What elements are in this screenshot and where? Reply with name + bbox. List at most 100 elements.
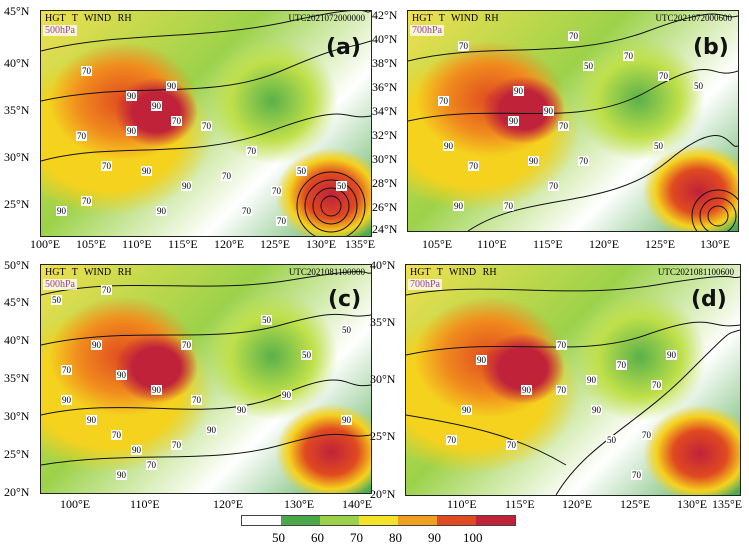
panel-a-contour-label: 90 [56,206,67,216]
panel-c-xtick: 120°E [213,497,244,511]
panel-c-map: HGT T WIND RH UTC2021081100000 500hPa (c… [40,264,372,494]
panel-a-contour-label: 70 [221,171,232,181]
panel-b-contour-label: 70 [503,201,514,211]
colorbar-swatch [476,516,515,525]
panel-a-ytick: 35°N [4,103,30,117]
panel-c-ytick: 35°N [4,371,30,385]
panel-d-level: 700hPa [408,279,442,290]
panel-d-contour-label: 90 [521,385,532,395]
panel-a-contour-label: 70 [81,196,92,206]
panel-a-contour-label: 90 [151,101,162,111]
panel-b-contour-label: 70 [558,121,569,131]
panel-d-map: HGT T WIND RH UTC2021081100600 700hPa (d… [405,264,741,496]
panel-b-letter: (b) [693,35,729,60]
panel-a-xtick: 110°E [122,237,152,251]
panel-d-contours [406,276,740,495]
panel-b-contour-label: 70 [548,181,559,191]
panel-d-contour-label: 50 [606,435,617,445]
panel-b-contour-label: 70 [458,41,469,51]
panel-c-contours [41,271,371,466]
panel-b-ytick: 42°N [372,8,398,22]
panel-a-contour-label: 70 [201,121,212,131]
panel-c-contour-label: 90 [91,340,102,350]
colorbar-swatch [281,516,320,525]
panel-c-contour-label: 70 [61,365,72,375]
panel-d-xtick: 110°E [447,497,477,511]
panel-c-level: 500hPa [43,279,77,290]
panel-a-xtick: 135°E [345,237,376,251]
panel-c-contour-label: 90 [131,445,142,455]
panel-c-ytick: 50°N [4,258,30,272]
panel-a-contour-label: 70 [101,161,112,171]
panel-a-contours [41,11,371,236]
panel-b-contours [408,13,738,231]
panel-c-ytick: 25°N [4,447,30,461]
panel-b-contour-label: 70 [623,51,634,61]
panel-b-contour-label: 70 [568,31,579,41]
panel-b-contour-label: 50 [583,61,594,71]
panel-d-contour-label: 90 [586,375,597,385]
panel-c-contour-label: 90 [151,385,162,395]
panel-c-contour-label: 90 [281,390,292,400]
colorbar-label: 70 [350,530,363,545]
panel-b-xtick: 110°E [477,237,507,251]
panel-b-contour-label: 90 [513,86,524,96]
panel-b-time: UTC2021072000600 [655,13,733,23]
panel-b-ytick: 24°N [372,222,398,236]
panel-b-contour-label: 90 [453,201,464,211]
panel-d-contour-label: 70 [631,470,642,480]
panel-d-xtick: 130°E [677,497,708,511]
panel-d-contour-label: 70 [556,340,567,350]
panel-d-xtick: 125°E [620,497,651,511]
panel-c-ytick: 30°N [4,409,30,423]
panel-b-xtick: 125°E [645,237,676,251]
panel-a-header: HGT T WIND RH [45,13,132,24]
colorbar-swatch [437,516,476,525]
colorbar-label: 50 [272,530,285,545]
panel-d-xtick: 135°E [712,497,743,511]
panel-d-ytick: 40°N [370,258,396,272]
panel-d-letter: (d) [691,287,727,312]
panel-d-contour-label: 90 [476,355,487,365]
panel-a-xtick: 130°E [306,237,337,251]
panel-b-ytick: 30°N [372,152,398,166]
colorbar-label: 60 [311,530,324,545]
panel-a-contour-label: 70 [76,131,87,141]
panel-c-contour-label: 70 [146,460,157,470]
panel-a-xtick: 100°E [30,237,61,251]
colorbar-swatch [398,516,437,525]
panel-c-contour-label: 50 [301,350,312,360]
panel-b-level: 700hPa [410,25,444,36]
panel-a-contour-label: 90 [126,126,137,136]
panel-c-contour-label: 70 [111,430,122,440]
panel-b-contour-label: 70 [658,71,669,81]
panel-c-contour-label: 90 [116,470,127,480]
panel-d-time: UTC2021081100600 [657,267,734,277]
panel-b-contour-label: 90 [543,106,554,116]
panel-a-contour-label: 90 [181,181,192,191]
panel-a-letter: (a) [326,35,361,60]
panel-d-contour-label: 70 [616,360,627,370]
panel-c-time: UTC2021081100000 [288,267,365,277]
panel-b-ytick: 40°N [372,32,398,46]
panel-c-contour-label: 90 [341,415,352,425]
panel-c-contour-label: 50 [341,325,352,335]
panel-c-header: HGT T WIND RH [45,267,132,278]
panel-b-contour-label: 70 [468,161,479,171]
panel-c-xtick: 130°E [284,497,315,511]
panel-b-ytick: 36°N [372,80,398,94]
panel-d-ytick: 30°N [370,372,396,386]
panel-c-xtick: 100°E [60,497,91,511]
panel-a-xtick: 125°E [260,237,291,251]
panel-a-map: HGT T WIND RH UTC2021072000000 500hPa (a… [40,10,372,237]
panel-c-letter: (c) [328,287,362,312]
panel-c-contour-label: 50 [261,315,272,325]
panel-d-contour-label: 70 [446,435,457,445]
panel-c-ytick: 20°N [4,485,30,499]
colorbar-label: 80 [389,530,402,545]
panel-b-contour-label: 90 [508,116,519,126]
panel-d-ytick: 25°N [370,429,396,443]
panel-c-contour-label: 70 [101,285,112,295]
panel-b-contour-label: 90 [528,156,539,166]
panel-a-ytick: 25°N [4,197,30,211]
